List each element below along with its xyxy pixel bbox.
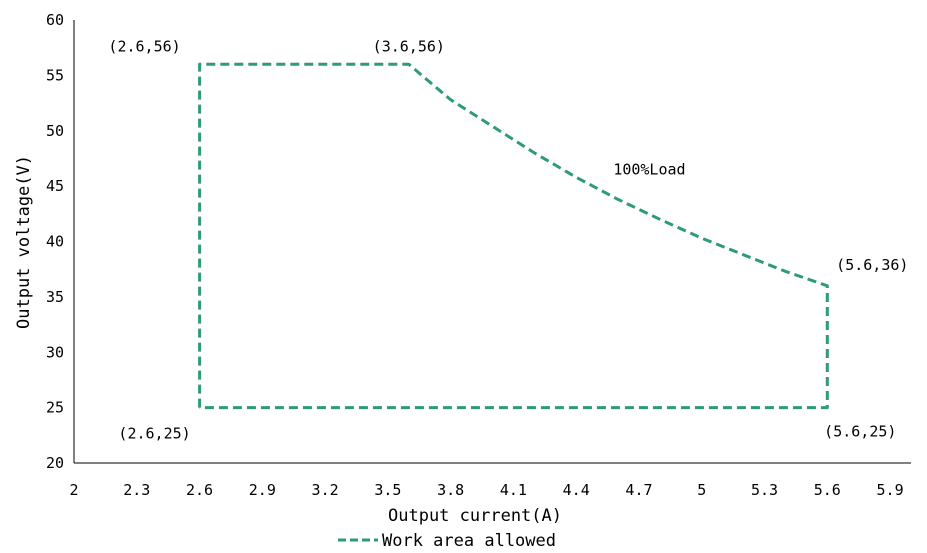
point-annotation: (3.6,56) (373, 37, 445, 55)
x-tick-labels: 2 2.3 2.6 2.9 3.2 3.5 3.8 4.1 4.4 4.7 5 5.3 5.6 5.9 (69, 481, 903, 499)
y-tick-label: 20 (46, 454, 64, 472)
point-annotation: (5.6,25) (824, 423, 896, 441)
x-tick-label: 2.6 (186, 481, 213, 499)
x-tick-label: 3.5 (374, 481, 401, 499)
y-tick-label: 60 (46, 11, 64, 29)
point-annotation: 100%Load (613, 161, 685, 179)
y-tick-label: 50 (46, 122, 64, 140)
x-tick-label: 4.7 (625, 481, 652, 499)
y-tick-label: 25 (46, 399, 64, 417)
x-tick-label: 5.6 (814, 481, 841, 499)
legend: Work area allowed (338, 531, 556, 551)
x-tick-label: 4.4 (563, 481, 590, 499)
x-tick-label: 5.3 (751, 481, 778, 499)
y-tick-label: 45 (46, 177, 64, 195)
y-tick-labels: 20 25 30 35 40 45 50 55 60 (46, 11, 64, 472)
legend-label: Work area allowed (382, 531, 556, 551)
x-tick-label: 5.9 (877, 481, 904, 499)
y-tick-label: 55 (46, 66, 64, 84)
y-tick-label: 35 (46, 288, 64, 306)
y-axis-title: Output voltage(V) (14, 155, 34, 329)
y-tick-label: 40 (46, 233, 64, 251)
x-tick-label: 2.9 (249, 481, 276, 499)
y-tick-label: 30 (46, 343, 64, 361)
x-tick-label: 3.8 (437, 481, 464, 499)
axes (73, 20, 911, 464)
x-tick-label: 2 (69, 481, 78, 499)
x-tick-label: 2.3 (123, 481, 150, 499)
x-tick-label: 3.2 (312, 481, 339, 499)
x-tick-label: 5 (697, 481, 706, 499)
point-annotation: (5.6,36) (836, 256, 908, 274)
x-tick-label: 4.1 (500, 481, 527, 499)
point-annotation: (2.6,56) (108, 37, 180, 55)
series-group (198, 62, 829, 410)
x-axis-title: Output current(A) (388, 506, 562, 526)
series-line-work-area (198, 62, 829, 410)
point-annotation: (2.6,25) (118, 425, 190, 443)
annotations: (2.6,56) (3.6,56) (5.6,36) (2.6,25) (5.6,25)… (108, 37, 908, 442)
